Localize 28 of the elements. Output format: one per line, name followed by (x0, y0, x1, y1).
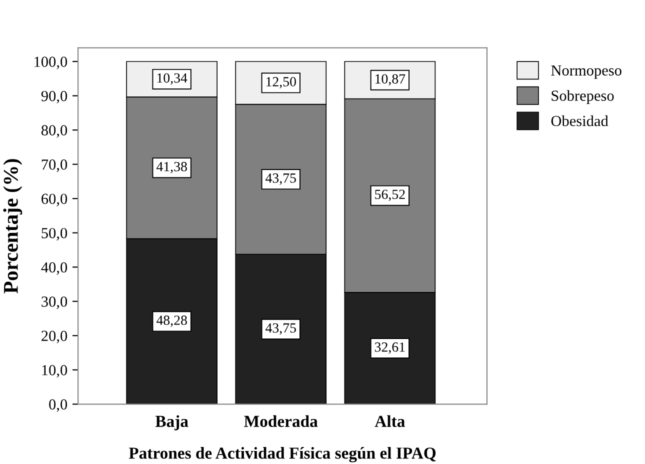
y-axis-title: Porcentaje (%) (3, 159, 22, 294)
y-tick-label: 40,0 (41, 262, 68, 275)
data-label: 48,28 (156, 316, 187, 327)
y-tick-label: 100,0 (34, 56, 68, 70)
y-tick-label: 60,0 (42, 194, 68, 206)
data-label: 43,75 (266, 323, 296, 335)
data-label: 10,87 (376, 74, 406, 86)
y-tick-label: 20,0 (42, 330, 68, 344)
data-label: 10,34 (157, 73, 188, 85)
y-tick-label: 80,0 (41, 125, 68, 138)
data-label: 12,50 (266, 77, 296, 88)
data-label: 43,75 (266, 173, 296, 185)
x-tick-label: Moderada (244, 415, 318, 427)
legend-label: Normopeso (551, 65, 622, 79)
y-tick-label: 10,0 (42, 365, 68, 378)
y-tick-label: 50,0 (42, 228, 68, 240)
x-axis-title: Patrones de Actividad Física según el IPAQ (128, 447, 436, 462)
data-label: 32,61 (374, 342, 405, 354)
y-tick-label: 30,0 (42, 296, 68, 309)
legend-label: Sobrepeso (552, 90, 614, 104)
y-tick-label: 0,0 (49, 399, 68, 412)
x-tick-label: Alta (374, 415, 405, 427)
data-label: 56,52 (375, 190, 405, 202)
x-tick-label: Baja (155, 415, 188, 430)
data-label: 41,38 (156, 162, 187, 174)
y-tick-label: 70,0 (42, 159, 68, 172)
y-tick-label: 90,0 (41, 90, 68, 104)
legend-label: Obesidad (551, 115, 608, 126)
